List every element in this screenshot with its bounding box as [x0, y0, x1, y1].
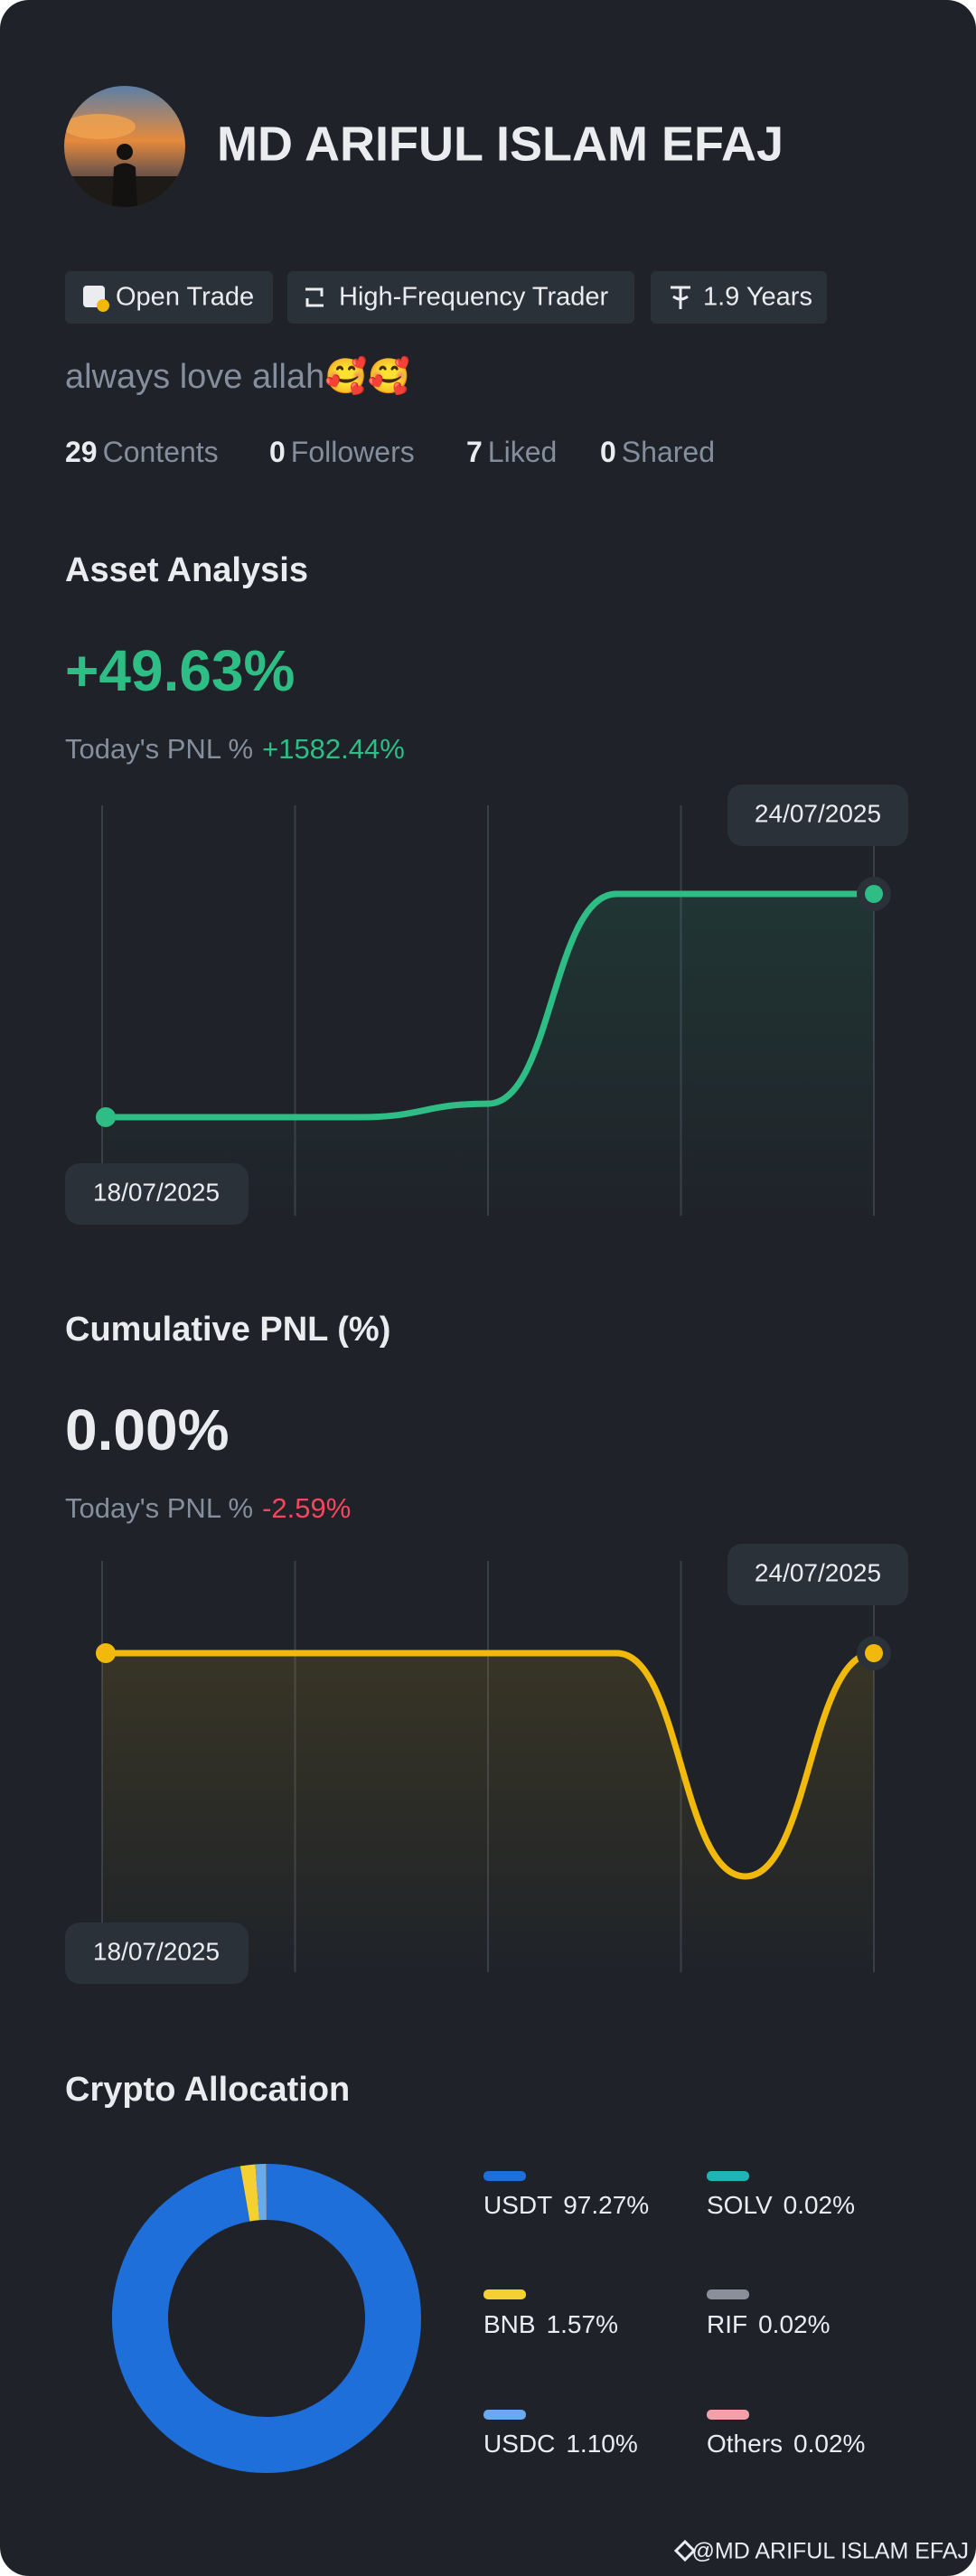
line — [99, 890, 877, 1121]
legend-name: USDT — [483, 2191, 552, 2219]
stat: 29 Contents — [65, 436, 219, 468]
section-title: Cumulative PNL (%) — [65, 1311, 390, 1349]
tooltip — [727, 785, 908, 846]
legend-value: 1.57% — [547, 2310, 618, 2338]
footer-icon — [673, 2539, 697, 2562]
point — [865, 1644, 883, 1662]
pnl: Today's PNL % -2.59% — [65, 1492, 351, 1524]
tooltip-date: 24/07/2025 — [755, 1558, 881, 1586]
area — [102, 1653, 874, 1972]
footer: @MD ARIFUL ISLAM EFAJ — [692, 2539, 969, 2564]
pnl-label: Today's PNL % — [65, 1492, 253, 1524]
tag-label: 1.9 Years — [703, 283, 812, 312]
stat-value: 29 — [65, 436, 98, 468]
tooltip — [65, 1923, 249, 1984]
donut-slice — [239, 2164, 260, 2222]
tooltip — [65, 1163, 249, 1225]
avatar — [64, 86, 185, 207]
section-title: Asset Analysis — [65, 551, 308, 589]
area — [102, 894, 874, 1216]
line — [99, 1650, 877, 1880]
legend-name: RIF — [707, 2310, 747, 2338]
tag-label: High-Frequency Trader — [339, 283, 609, 312]
headline: 0.00% — [65, 1397, 229, 1462]
pnl-value: +1582.44% — [262, 733, 405, 765]
stat-value: 0 — [269, 436, 286, 468]
legend-swatch — [483, 2171, 526, 2181]
legend-swatch — [707, 2410, 749, 2420]
legend-entry: USDC 1.10% — [483, 2430, 638, 2458]
legend-value: 0.02% — [784, 2191, 855, 2219]
tooltip-date: 18/07/2025 — [93, 1178, 220, 1206]
legend-name: USDC — [483, 2430, 555, 2458]
tag-icon — [83, 286, 690, 312]
pnl: Today's PNL % +1582.44% — [65, 733, 405, 765]
legend-swatch — [483, 2410, 526, 2420]
legend-swatch — [483, 2289, 526, 2299]
stat: 7 Liked — [466, 436, 557, 468]
stat: 0 Shared — [600, 436, 715, 468]
legend-entry: RIF 0.02% — [707, 2310, 831, 2338]
legend-value: 0.02% — [758, 2310, 830, 2338]
tooltip-date: 18/07/2025 — [93, 1937, 220, 1965]
pnl-label: Today's PNL % — [65, 733, 253, 765]
legend-swatch — [707, 2289, 749, 2299]
tooltip-date: 24/07/2025 — [755, 799, 881, 827]
legend-name: BNB — [483, 2310, 536, 2338]
point — [96, 1107, 116, 1127]
donut-slice — [111, 2164, 421, 2473]
point — [865, 885, 883, 903]
stat-label: Followers — [291, 436, 415, 468]
headline: +49.63% — [65, 638, 295, 703]
legend-entry: SOLV 0.02% — [707, 2191, 855, 2219]
legend-value: 1.10% — [566, 2430, 637, 2458]
legend-value: 0.02% — [793, 2430, 865, 2458]
bio: always love allah🥰🥰 — [65, 355, 410, 396]
pnl-value: -2.59% — [262, 1492, 351, 1524]
tag — [651, 271, 827, 324]
legend-name: SOLV — [707, 2191, 773, 2219]
tag — [287, 271, 634, 324]
profile-name: MD ARIFUL ISLAM EFAJ — [217, 117, 784, 171]
stat-value: 7 — [466, 436, 483, 468]
stat-label: Shared — [622, 436, 715, 468]
stat-value: 0 — [600, 436, 616, 468]
legend-value: 97.27% — [563, 2191, 649, 2219]
point — [96, 1643, 116, 1663]
legend-entry: BNB 1.57% — [483, 2310, 618, 2338]
stat-label: Contents — [103, 436, 219, 468]
section-title: Crypto Allocation — [65, 2071, 350, 2109]
legend-entry: Others 0.02% — [707, 2430, 865, 2458]
legend-swatch — [707, 2171, 749, 2181]
tooltip — [727, 1544, 908, 1605]
stat: 0 Followers — [269, 436, 415, 468]
legend-name: Others — [707, 2430, 783, 2458]
tag — [65, 271, 273, 324]
tag-label: Open Trade — [116, 283, 254, 312]
stat-label: Liked — [488, 436, 558, 468]
legend-entry: USDT 97.27% — [483, 2191, 649, 2219]
